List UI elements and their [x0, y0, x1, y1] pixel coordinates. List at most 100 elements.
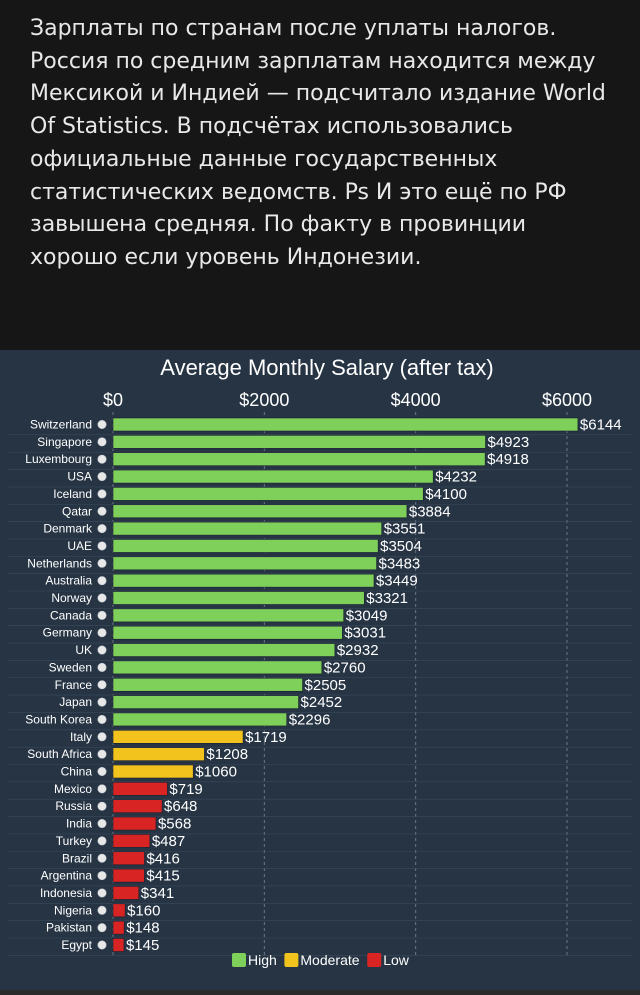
- bar: [112, 903, 126, 918]
- category-label: Japan: [59, 695, 92, 709]
- value-label: $3321: [366, 590, 408, 607]
- bar: [112, 573, 375, 588]
- flag-icon: [97, 472, 107, 482]
- bar: [112, 816, 157, 831]
- flag-icon: [97, 853, 107, 863]
- bar: [112, 556, 377, 571]
- flag-icon: [97, 940, 107, 950]
- value-label: $2452: [301, 694, 343, 711]
- flag-icon: [97, 454, 107, 464]
- bar: [112, 677, 303, 692]
- category-label: Nigeria: [54, 903, 92, 917]
- category-label: Germany: [43, 626, 92, 640]
- flag-icon: [97, 541, 107, 551]
- flag-icon: [97, 888, 107, 898]
- post-text: Зарплаты по странам после уплаты налогов…: [30, 16, 606, 270]
- flag-icon: [97, 819, 107, 829]
- value-label: $1208: [206, 746, 248, 763]
- salary-chart: Average Monthly Salary (after tax) $0 $20…: [0, 350, 640, 995]
- flag-icon: [97, 558, 107, 568]
- value-label: $1060: [195, 764, 237, 781]
- flag-icon: [97, 784, 107, 794]
- bar: [112, 868, 145, 883]
- x-tick-label: $2000: [239, 390, 289, 410]
- bar: [112, 660, 323, 675]
- category-label: Brazil: [62, 851, 92, 865]
- value-label: $487: [152, 833, 185, 850]
- bar: [112, 799, 163, 814]
- category-label: South Africa: [27, 747, 92, 761]
- value-label: $3449: [376, 573, 418, 590]
- flag-icon: [97, 506, 107, 516]
- bar: [112, 782, 168, 796]
- bar: [112, 712, 288, 727]
- bar: [112, 834, 151, 848]
- flag-icon: [97, 628, 107, 638]
- flag-icon: [97, 836, 107, 846]
- category-label: Indonesia: [40, 886, 92, 900]
- category-label: France: [55, 678, 93, 692]
- category-label: Singapore: [37, 435, 92, 449]
- x-tick-label: $4000: [391, 390, 441, 410]
- category-label: USA: [67, 470, 92, 484]
- category-label: Sweden: [49, 660, 92, 674]
- post-header: Зарплаты по странам после уплаты налогов…: [0, 0, 640, 350]
- flag-icon: [97, 576, 107, 586]
- category-label: South Korea: [25, 712, 92, 726]
- flag-icon: [97, 697, 107, 707]
- category-label: UK: [75, 643, 92, 657]
- category-label: Netherlands: [27, 556, 92, 570]
- flag-icon: [97, 923, 107, 933]
- flag-icon: [97, 749, 107, 759]
- flag-icon: [97, 610, 107, 620]
- x-tick-label: $6000: [542, 390, 592, 410]
- flag-icon: [97, 645, 107, 655]
- category-label: Egypt: [61, 938, 92, 952]
- legend-label: Low: [383, 952, 410, 968]
- legend-swatch: [232, 953, 246, 967]
- bar: [112, 487, 424, 501]
- flag-icon: [97, 420, 107, 430]
- category-label: Australia: [45, 574, 92, 588]
- value-label: $2296: [289, 711, 331, 728]
- bar: [112, 521, 382, 536]
- value-label: $2760: [324, 659, 366, 676]
- bar: [112, 417, 579, 432]
- category-label: India: [66, 817, 92, 831]
- bar: [112, 643, 336, 657]
- category-label: Qatar: [62, 504, 92, 518]
- flag-icon: [97, 732, 107, 742]
- bar: [112, 452, 486, 466]
- category-label: Denmark: [43, 522, 93, 536]
- value-label: $6144: [580, 417, 622, 434]
- value-label: $160: [127, 902, 160, 919]
- legend-swatch: [367, 953, 382, 967]
- value-label: $415: [146, 868, 179, 885]
- category-label: Argentina: [41, 869, 93, 883]
- bar: [112, 764, 194, 779]
- bar: [112, 608, 345, 623]
- flag-icon: [97, 437, 107, 447]
- value-label: $3504: [380, 538, 422, 555]
- category-label: UAE: [67, 539, 92, 553]
- category-label: Russia: [55, 799, 92, 813]
- value-label: $568: [158, 816, 191, 833]
- value-label: $416: [146, 850, 179, 867]
- value-label: $4232: [435, 469, 477, 486]
- bar: [112, 435, 486, 449]
- value-label: $2932: [337, 642, 379, 659]
- value-label: $3483: [379, 555, 421, 572]
- value-label: $1719: [245, 729, 287, 746]
- legend-swatch: [284, 953, 299, 967]
- bar: [112, 886, 140, 900]
- category-label: Norway: [51, 591, 92, 605]
- bar: [112, 938, 125, 952]
- bar: [112, 504, 408, 519]
- value-label: $3884: [409, 503, 451, 520]
- value-label: $719: [169, 781, 202, 798]
- value-label: $2505: [305, 677, 347, 694]
- category-label: Iceland: [53, 487, 92, 501]
- flag-icon: [97, 680, 107, 690]
- flag-icon: [97, 871, 107, 881]
- category-label: Italy: [70, 730, 92, 744]
